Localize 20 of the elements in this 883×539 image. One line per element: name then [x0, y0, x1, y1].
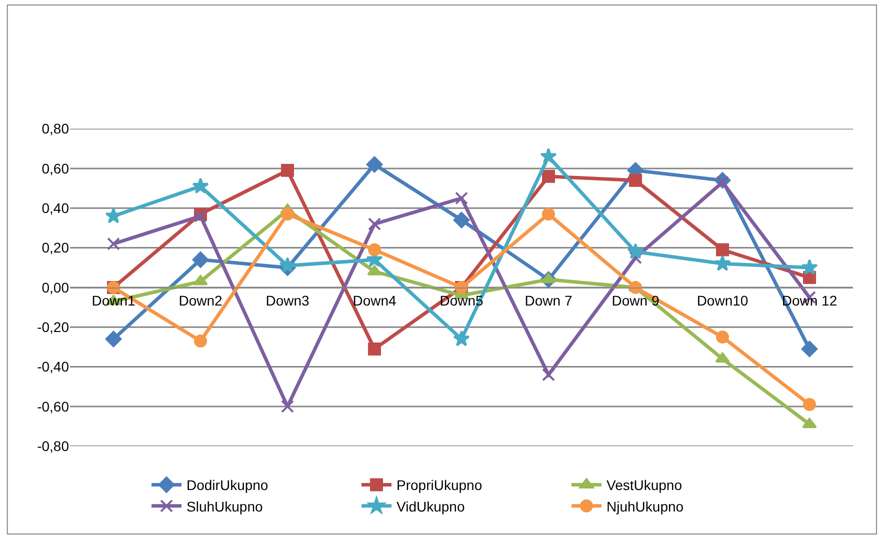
- legend-label: VidUkupno: [396, 498, 465, 514]
- x-tick-label: Down4: [352, 292, 396, 308]
- x-tick-label: Down3: [266, 292, 310, 308]
- legend-label: NjuhUkupno: [606, 498, 684, 514]
- y-tick-label: -0,60: [37, 398, 70, 414]
- legend-label: VestUkupno: [606, 477, 682, 494]
- legend-label: DodirUkupno: [186, 477, 268, 494]
- y-tick-label: -0,80: [37, 438, 70, 454]
- y-tick-label: 0,60: [42, 160, 70, 176]
- legend-label: PropriUkupno: [396, 477, 482, 494]
- legend-label: SluhUkupno: [186, 498, 263, 514]
- y-tick-label: 0,20: [42, 240, 70, 256]
- x-tick-label: Down2: [178, 292, 222, 308]
- y-tick-label: 0,80: [42, 120, 70, 137]
- y-tick-label: 0,00: [42, 279, 70, 296]
- x-tick-label: Down 7: [524, 292, 572, 308]
- y-tick-label: -0,20: [37, 319, 70, 336]
- x-tick-label: Down10: [696, 292, 748, 308]
- y-tick-label: -0,40: [37, 358, 70, 375]
- y-tick-label: 0,40: [42, 200, 70, 216]
